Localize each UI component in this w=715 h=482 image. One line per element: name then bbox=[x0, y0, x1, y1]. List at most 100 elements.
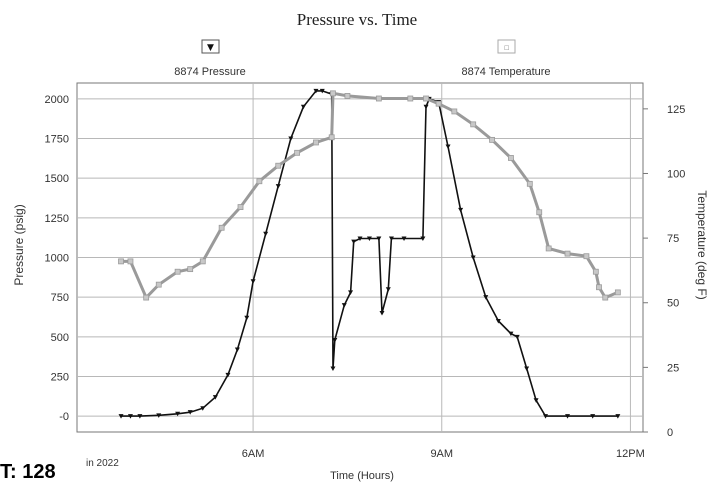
legend-swatch-temperature bbox=[497, 39, 516, 54]
pressure-point bbox=[351, 239, 357, 245]
pressure-point bbox=[590, 414, 596, 419]
pressure-point bbox=[445, 144, 451, 149]
pressure-point bbox=[319, 88, 325, 94]
corner-label: T: 128 bbox=[0, 461, 56, 482]
pressure-point bbox=[263, 231, 269, 237]
x-axis-label: Time (Hours) bbox=[330, 470, 394, 482]
pressure-point bbox=[483, 295, 489, 300]
pressure-point bbox=[420, 236, 426, 241]
y-tick-label: 500 bbox=[51, 332, 69, 344]
pressure-point bbox=[514, 334, 520, 340]
plot-area: 20001750150012501000750500250-0125100755… bbox=[45, 82, 685, 460]
temperature-point bbox=[407, 95, 414, 102]
y-axis-label: Pressure (psig) bbox=[12, 204, 26, 285]
series-line-pressure bbox=[121, 90, 618, 417]
y-tick-label: 250 bbox=[51, 371, 69, 383]
y2-tick-label: 125 bbox=[667, 104, 685, 116]
pressure-point bbox=[175, 411, 181, 417]
pressure-point bbox=[225, 372, 231, 378]
pressure-point bbox=[508, 331, 514, 337]
pressure-point bbox=[495, 318, 501, 324]
pressure-point bbox=[300, 104, 306, 110]
y-tick-label: 750 bbox=[51, 292, 69, 304]
y2-tick-label: 100 bbox=[667, 168, 685, 180]
temperature-point bbox=[375, 95, 382, 102]
temperature-point bbox=[470, 121, 477, 128]
temperature-point bbox=[583, 253, 590, 260]
y-tick-label: 1750 bbox=[45, 134, 69, 146]
y-tick-label: 1000 bbox=[45, 253, 69, 265]
pressure-point bbox=[379, 311, 385, 316]
temperature-point bbox=[118, 258, 124, 265]
y-tick-label: 1500 bbox=[45, 173, 69, 185]
temperature-point bbox=[143, 294, 150, 301]
pressure-point bbox=[348, 290, 354, 295]
x-tick-label: 9AM bbox=[430, 448, 453, 460]
pressure-point bbox=[533, 398, 539, 403]
y-tick-label: 2000 bbox=[45, 94, 69, 106]
temperature-point bbox=[344, 93, 351, 99]
pressure-point bbox=[543, 414, 549, 419]
x-tick-label: 6AM bbox=[242, 448, 265, 460]
pressure-point bbox=[275, 184, 281, 189]
y2-tick-label: 0 bbox=[667, 427, 673, 439]
pressure-point bbox=[615, 414, 621, 419]
legend-label-temperature: 8874 Temperature bbox=[461, 66, 550, 78]
pressure-point bbox=[250, 279, 256, 284]
pressure-point bbox=[332, 337, 338, 343]
temperature-point bbox=[435, 100, 442, 107]
pressure-point bbox=[423, 104, 429, 110]
temperature-point bbox=[127, 258, 134, 265]
legend-swatch-pressure bbox=[201, 39, 220, 54]
pressure-point bbox=[288, 136, 294, 142]
temperature-point bbox=[275, 162, 282, 169]
pressure-point bbox=[388, 236, 394, 241]
temperature-point bbox=[545, 245, 552, 252]
temperature-point bbox=[536, 209, 543, 216]
legend-label-pressure: 8874 Pressure bbox=[174, 66, 246, 78]
temperature-point bbox=[187, 266, 194, 273]
pressure-point bbox=[127, 414, 133, 419]
y-tick-label: 1250 bbox=[45, 213, 69, 225]
pressure-point bbox=[118, 414, 124, 419]
pressure-point bbox=[200, 406, 206, 411]
pressure-point bbox=[401, 236, 407, 241]
temperature-point bbox=[489, 136, 495, 143]
pressure-point bbox=[212, 395, 218, 400]
temperature-point bbox=[199, 258, 206, 265]
pressure-point bbox=[313, 88, 319, 94]
temperature-point bbox=[564, 250, 571, 257]
temperature-point bbox=[602, 294, 609, 301]
x-tick-label: 12PM bbox=[616, 448, 645, 460]
pressure-point bbox=[330, 366, 336, 372]
temperature-point bbox=[614, 289, 621, 296]
pressure-point bbox=[244, 315, 250, 321]
temperature-point bbox=[294, 149, 301, 156]
pressure-point bbox=[187, 410, 193, 415]
temperature-point bbox=[423, 95, 429, 102]
temperature-point bbox=[155, 281, 162, 288]
triangle-marker-icon: ▼ bbox=[207, 43, 214, 53]
temperature-point bbox=[313, 139, 319, 146]
square-marker-icon: ▫ bbox=[503, 43, 509, 53]
y-tick-label: -0 bbox=[59, 411, 69, 423]
pressure-point bbox=[376, 236, 382, 241]
temperature-point bbox=[592, 268, 599, 275]
temperature-point bbox=[330, 90, 336, 97]
temperature-point bbox=[328, 134, 335, 141]
temperature-point bbox=[256, 178, 263, 185]
pressure-point bbox=[234, 347, 240, 353]
temperature-point bbox=[174, 268, 181, 275]
legend: ▼ 8874 Pressure ▫ 8874 Temperature bbox=[174, 39, 551, 78]
pressure-point bbox=[366, 236, 372, 241]
temperature-point bbox=[526, 180, 533, 187]
pressure-point bbox=[470, 255, 476, 260]
temperature-point bbox=[451, 108, 458, 115]
pressure-point bbox=[385, 287, 391, 292]
pressure-point bbox=[357, 236, 363, 241]
temperature-point bbox=[508, 155, 514, 161]
pressure-point bbox=[565, 414, 571, 419]
pressure-point bbox=[156, 413, 162, 418]
temperature-point bbox=[237, 204, 244, 210]
y2-tick-label: 75 bbox=[667, 233, 679, 245]
